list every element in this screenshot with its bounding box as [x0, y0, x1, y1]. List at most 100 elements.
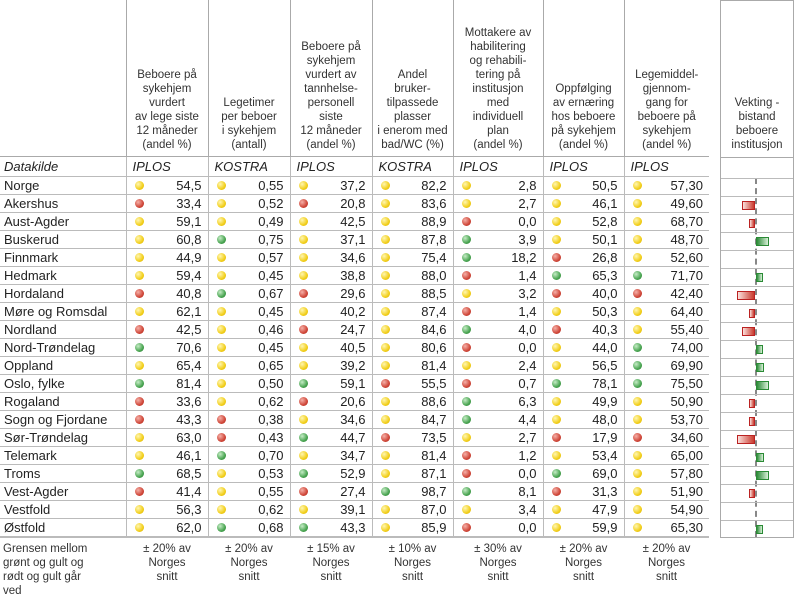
status-dot-icon: [298, 199, 308, 208]
value-cell: 62,1: [125, 302, 208, 321]
cell-content: 0,55: [209, 483, 290, 500]
cell-content: 62,1: [127, 303, 208, 320]
cell-content: 3,2: [454, 285, 543, 302]
weighting-row: [721, 502, 793, 503]
value: 88,9: [421, 214, 447, 229]
status-dot-icon: [551, 235, 561, 244]
threshold-note: ± 20% av Norges snitt: [642, 543, 691, 583]
cell-content: 8,1: [454, 483, 543, 500]
weighting-row: [721, 430, 793, 431]
value: 65,3: [592, 268, 618, 283]
value: 88,5: [421, 286, 447, 301]
weighting-panel: Vekting - bistand beboere institusjon: [720, 0, 794, 538]
value: 39,2: [340, 358, 366, 373]
cell-content: 68,70: [625, 213, 709, 230]
status-dot-icon: [134, 343, 144, 352]
table-row: Aust-Agder 59,1 0,49 42,5 88,9 0,0 52,8 68,70: [0, 212, 709, 231]
value: 83,6: [421, 196, 447, 211]
value: 52,60: [670, 250, 703, 265]
status-dot-icon: [380, 397, 390, 406]
value: 59,1: [340, 376, 366, 391]
table-row: Sogn og Fjordane 43,3 0,38 34,6 84,7 4,4 48,0 5…: [0, 410, 709, 429]
value: 20,6: [340, 394, 366, 409]
value: 3,9: [518, 232, 537, 247]
value-cell: 39,1: [289, 500, 372, 519]
weighting-divider: [721, 157, 793, 158]
status-dot-icon: [380, 325, 390, 334]
value-cell: 50,90: [623, 392, 709, 411]
status-dot-icon: [216, 361, 226, 370]
status-dot-icon: [461, 343, 471, 352]
cell-content: 87,4: [373, 303, 453, 320]
value: 81,4: [176, 376, 202, 391]
status-dot-icon: [551, 523, 561, 532]
threshold-note: ± 15% av Norges snitt: [307, 543, 355, 583]
column-header: Legetimer per beboer i sykehjem (antall): [207, 0, 290, 157]
value-cell: 70,6: [125, 338, 208, 357]
weighting-row: [721, 358, 793, 359]
value: 0,55: [258, 178, 284, 193]
column-header: Legemiddel- gjennom- gang for beboere på…: [623, 0, 709, 157]
cell-content: 59,9: [544, 519, 624, 535]
status-dot-icon: [134, 271, 144, 280]
cell-content: 3,4: [454, 501, 543, 518]
value: 1,4: [518, 268, 537, 283]
status-dot-icon: [551, 181, 561, 190]
value-cell: 20,6: [289, 392, 372, 411]
cell-content: 57,30: [625, 177, 709, 194]
weighting-row: [721, 394, 793, 395]
cell-content: 1,2: [454, 447, 543, 464]
weighting-bar: [756, 470, 769, 480]
value: 0,75: [258, 232, 284, 247]
value-cell: 0,50: [207, 374, 290, 393]
status-dot-icon: [380, 289, 390, 298]
cell-content: 4,4: [454, 411, 543, 428]
cell-content: 52,60: [625, 249, 709, 266]
region-name: Buskerud: [0, 230, 126, 249]
value-cell: 78,1: [542, 374, 624, 393]
status-dot-icon: [134, 451, 144, 460]
value-cell: 84,6: [371, 320, 453, 339]
value-cell: 87,8: [371, 230, 453, 249]
status-dot-icon: [461, 289, 471, 298]
cell-content: 87,1: [373, 465, 453, 482]
status-dot-icon: [461, 307, 471, 316]
value: 0,50: [258, 376, 284, 391]
value-cell: 20,8: [289, 194, 372, 213]
value: 0,38: [258, 412, 284, 427]
value-cell: 75,50: [623, 374, 709, 393]
region-name: Nordland: [0, 320, 126, 339]
status-dot-icon: [134, 289, 144, 298]
region-name: Oppland: [0, 356, 126, 375]
column-header: Andel bruker- tilpassede plasser i enero…: [371, 0, 453, 157]
value: 60,8: [176, 232, 202, 247]
value-cell: 44,9: [125, 248, 208, 267]
value: 59,9: [592, 520, 618, 535]
status-dot-icon: [461, 433, 471, 442]
value-cell: 0,65: [207, 356, 290, 375]
value: 65,4: [176, 358, 202, 373]
value: 74,00: [670, 340, 703, 355]
cell-content: 40,5: [291, 339, 372, 356]
value-cell: 65,00: [623, 446, 709, 465]
value-cell: 88,9: [371, 212, 453, 231]
status-dot-icon: [461, 415, 471, 424]
status-dot-icon: [216, 289, 226, 298]
status-dot-icon: [551, 487, 561, 496]
value-cell: 0,55: [207, 482, 290, 501]
value: 2,7: [518, 196, 537, 211]
value-cell: 3,9: [452, 230, 543, 249]
cell-content: 75,50: [625, 375, 709, 392]
weighting-row: [721, 268, 793, 269]
status-dot-icon: [298, 415, 308, 424]
cell-content: 80,6: [373, 339, 453, 356]
cell-content: 51,90: [625, 483, 709, 500]
status-dot-icon: [551, 361, 561, 370]
cell-content: 52,8: [544, 213, 624, 230]
status-dot-icon: [298, 379, 308, 388]
cell-content: 50,90: [625, 393, 709, 410]
weighting-row: [721, 304, 793, 305]
value-cell: 0,0: [452, 338, 543, 357]
value-cell: 1,4: [452, 266, 543, 285]
value: 50,3: [592, 304, 618, 319]
